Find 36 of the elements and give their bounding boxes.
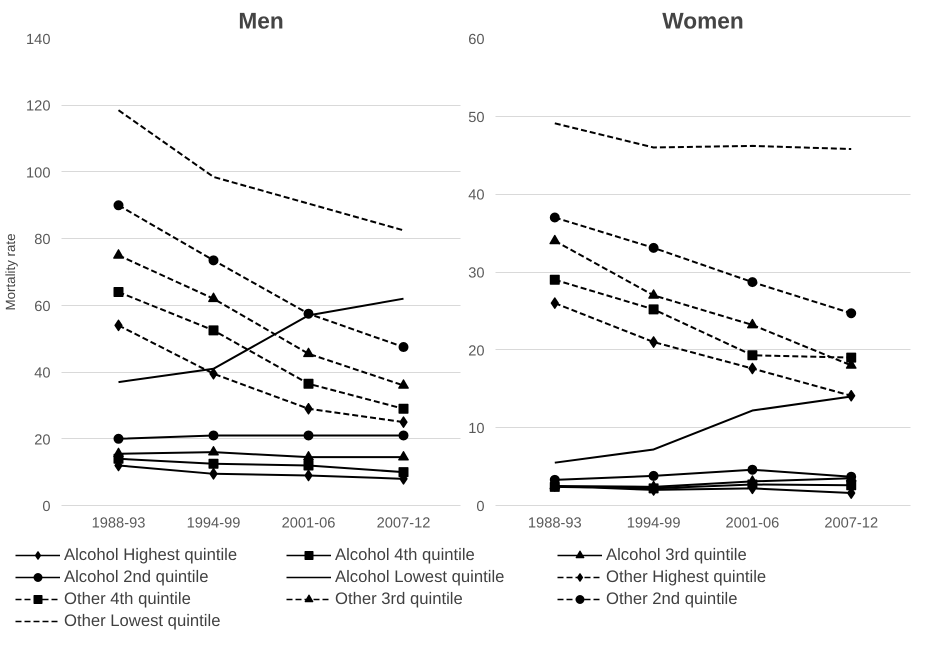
chart-title: Men — [238, 8, 284, 34]
y-tick-label: 30 — [468, 266, 485, 282]
legend-label: Alcohol 2nd quintile — [64, 567, 210, 587]
x-tick-label: 1988-93 — [528, 516, 582, 532]
y-tick-label: 60 — [34, 298, 51, 315]
x-tick-label: 1994-99 — [626, 516, 680, 532]
legend-label: Other 3rd quintile — [335, 589, 464, 609]
legend-label: Other Highest quintile — [606, 567, 768, 587]
legend-label: Alcohol Highest quintile — [64, 545, 238, 565]
y-tick-label: 60 — [468, 32, 485, 48]
y-tick-label: 120 — [26, 98, 51, 115]
chart-title: Women — [662, 8, 744, 34]
legend-label: Alcohol 3rd quintile — [606, 545, 748, 565]
x-tick-label: 2001-06 — [282, 516, 336, 532]
legend-label: Other 2nd quintile — [606, 589, 738, 609]
y-tick-label: 10 — [468, 421, 485, 438]
y-axis-title: Mortality rate — [3, 233, 18, 311]
y-tick-label: 40 — [468, 188, 485, 204]
legend-label: Alcohol 4th quintile — [335, 545, 476, 565]
x-tick-label: 1988-93 — [92, 516, 146, 532]
legend-label: Alcohol Lowest quintile — [335, 567, 506, 587]
y-tick-label: 0 — [476, 499, 485, 515]
y-tick-label: 100 — [26, 165, 51, 182]
y-tick-label: 80 — [34, 232, 51, 248]
y-tick-label: 20 — [34, 432, 51, 448]
legend-label: Other 4th quintile — [64, 589, 192, 609]
x-tick-label: 2001-06 — [726, 516, 780, 532]
y-tick-label: 50 — [468, 110, 485, 126]
y-tick-label: 0 — [42, 499, 51, 515]
x-tick-label: 1994-99 — [186, 516, 240, 532]
y-tick-label: 20 — [468, 343, 485, 360]
y-tick-label: 40 — [34, 366, 51, 382]
y-tick-label: 140 — [26, 32, 51, 48]
x-tick-label: 2007-12 — [376, 516, 430, 532]
x-tick-label: 2007-12 — [824, 516, 878, 532]
legend-label: Other Lowest quintile — [64, 611, 222, 631]
